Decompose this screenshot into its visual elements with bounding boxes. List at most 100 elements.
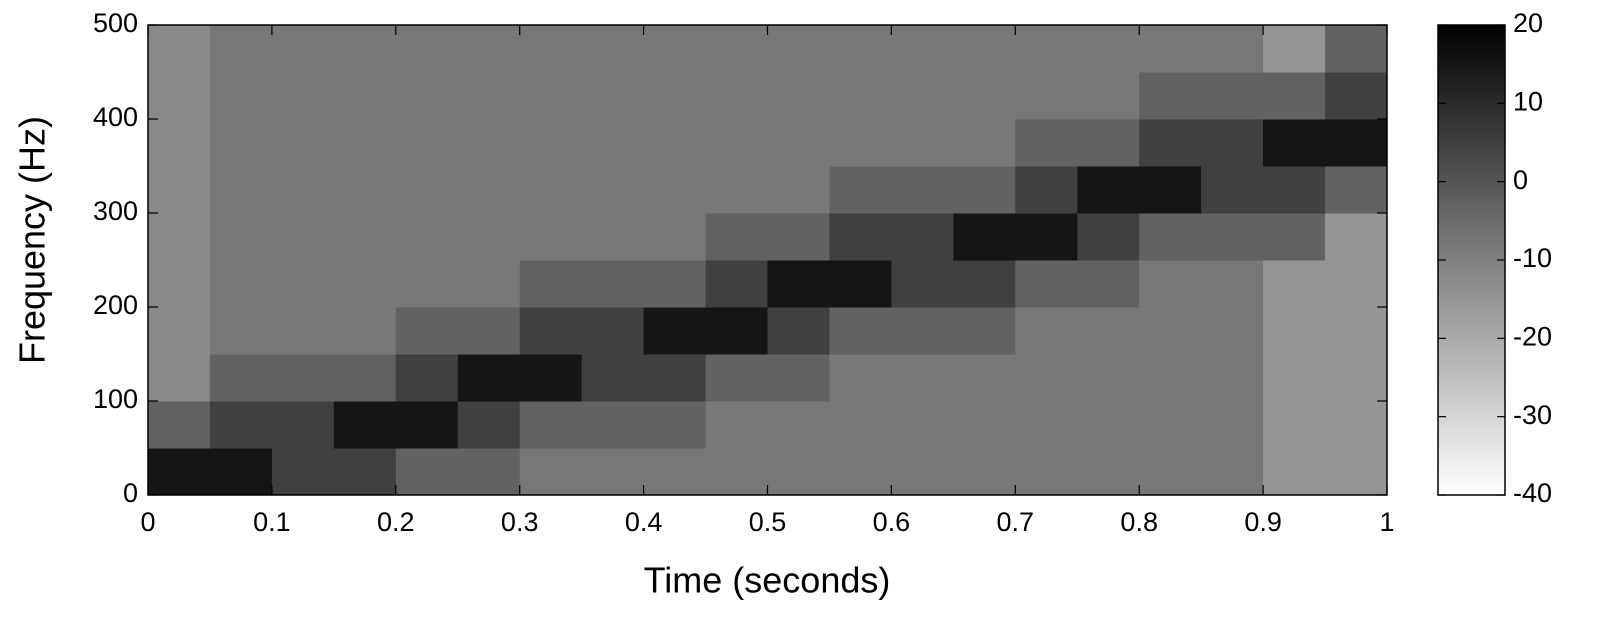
heatmap-cell: [519, 354, 583, 402]
heatmap-cell: [209, 213, 273, 261]
heatmap-cell: [1263, 119, 1326, 167]
y-axis-title: Frequency (Hz): [12, 116, 53, 364]
heatmap-cell: [891, 166, 954, 214]
heatmap-cell: [1139, 166, 1202, 214]
heatmap-cell: [1077, 213, 1140, 261]
heatmap-cell: [1201, 354, 1264, 402]
heatmap-cell: [395, 119, 459, 167]
heatmap-cell: [1263, 72, 1326, 120]
x-tick-label: 0.8: [1120, 507, 1158, 537]
heatmap-cell: [1015, 213, 1078, 261]
x-tick-label: 0.1: [253, 507, 291, 537]
heatmap-cell: [1325, 72, 1388, 120]
heatmap-cell: [829, 119, 892, 167]
colorbar-tick-label: 20: [1513, 8, 1543, 38]
heatmap-cell: [1263, 260, 1326, 308]
heatmap-cell: [643, 401, 707, 449]
heatmap-cell: [705, 119, 768, 167]
heatmap-cell: [1015, 354, 1078, 402]
heatmap-cell: [1077, 166, 1140, 214]
heatmap-cell: [271, 260, 335, 308]
heatmap-cell: [209, 401, 273, 449]
heatmap-cell: [767, 72, 830, 120]
colorbar-tick-label: -20: [1513, 321, 1552, 351]
heatmap-cell: [767, 166, 830, 214]
heatmap-cell: [333, 354, 397, 402]
heatmap-cell: [209, 72, 273, 120]
heatmap-cell: [1201, 448, 1264, 496]
heatmap-cell: [1139, 307, 1202, 355]
heatmap-cell: [1077, 354, 1140, 402]
heatmap-cell: [705, 213, 768, 261]
heatmap-cell: [581, 260, 645, 308]
heatmap-cell: [271, 213, 335, 261]
heatmap-cell: [1139, 448, 1202, 496]
heatmap-cell: [1077, 72, 1140, 120]
heatmap-cell: [1201, 25, 1264, 73]
heatmap-cell: [829, 448, 892, 496]
heatmap-cell: [953, 307, 1016, 355]
heatmap-cell: [643, 25, 707, 73]
heatmap-cell: [705, 401, 768, 449]
heatmap-cell: [271, 401, 335, 449]
heatmap-cell: [1077, 401, 1140, 449]
heatmap-cell: [457, 213, 521, 261]
heatmap-cell: [457, 119, 521, 167]
y-tick-label: 100: [93, 384, 138, 414]
heatmap-cell: [829, 25, 892, 73]
heatmap-cell: [1139, 119, 1202, 167]
heatmap-cell: [891, 307, 954, 355]
x-tick-label: 0.7: [997, 507, 1035, 537]
heatmap-cell: [891, 401, 954, 449]
heatmap-cell: [395, 213, 459, 261]
heatmap-cell: [767, 25, 830, 73]
heatmap-cell: [705, 354, 768, 402]
heatmap-cell: [829, 401, 892, 449]
heatmap-cell: [519, 72, 583, 120]
heatmap-cell: [148, 213, 211, 261]
heatmap-cell: [1077, 307, 1140, 355]
heatmap-cell: [519, 25, 583, 73]
heatmap-cell: [1263, 401, 1326, 449]
heatmap-cell: [1077, 260, 1140, 308]
heatmap-cell: [705, 25, 768, 73]
colorbar-tick-label: -40: [1513, 478, 1552, 508]
y-tick-label: 200: [93, 290, 138, 320]
heatmap-cell: [891, 448, 954, 496]
heatmap-cell: [1139, 401, 1202, 449]
heatmap-cell: [581, 213, 645, 261]
heatmap-cell: [953, 401, 1016, 449]
heatmap-cell: [581, 354, 645, 402]
heatmap-cell: [767, 260, 830, 308]
heatmap-cell: [767, 307, 830, 355]
heatmap-cell: [1325, 448, 1388, 496]
heatmap-cell: [581, 72, 645, 120]
heatmap-cell: [457, 260, 521, 308]
heatmap-cell: [1015, 119, 1078, 167]
heatmap-cell: [271, 166, 335, 214]
heatmap-cell: [829, 307, 892, 355]
heatmap-cell: [209, 260, 273, 308]
heatmap-cell: [1263, 354, 1326, 402]
x-axis-title: Time (seconds): [644, 560, 891, 601]
heatmap-cell: [271, 448, 335, 496]
heatmap-cell: [395, 25, 459, 73]
heatmap-cell: [891, 72, 954, 120]
heatmap-cell: [1139, 260, 1202, 308]
heatmap-cell: [395, 260, 459, 308]
heatmap-cell: [333, 448, 397, 496]
heatmap-cell: [271, 72, 335, 120]
heatmap-cell: [519, 448, 583, 496]
heatmap-cell: [705, 307, 768, 355]
heatmap-cell: [1015, 72, 1078, 120]
heatmap-cell: [333, 25, 397, 73]
x-tick-label: 0.6: [873, 507, 911, 537]
heatmap-cell: [1325, 25, 1388, 73]
heatmap-cell: [953, 72, 1016, 120]
heatmap-cell: [457, 72, 521, 120]
x-tick-label: 1: [1379, 507, 1394, 537]
heatmap-cell: [953, 119, 1016, 167]
heatmap-cell: [643, 72, 707, 120]
heatmap-cell: [643, 307, 707, 355]
heatmap-cell: [705, 260, 768, 308]
